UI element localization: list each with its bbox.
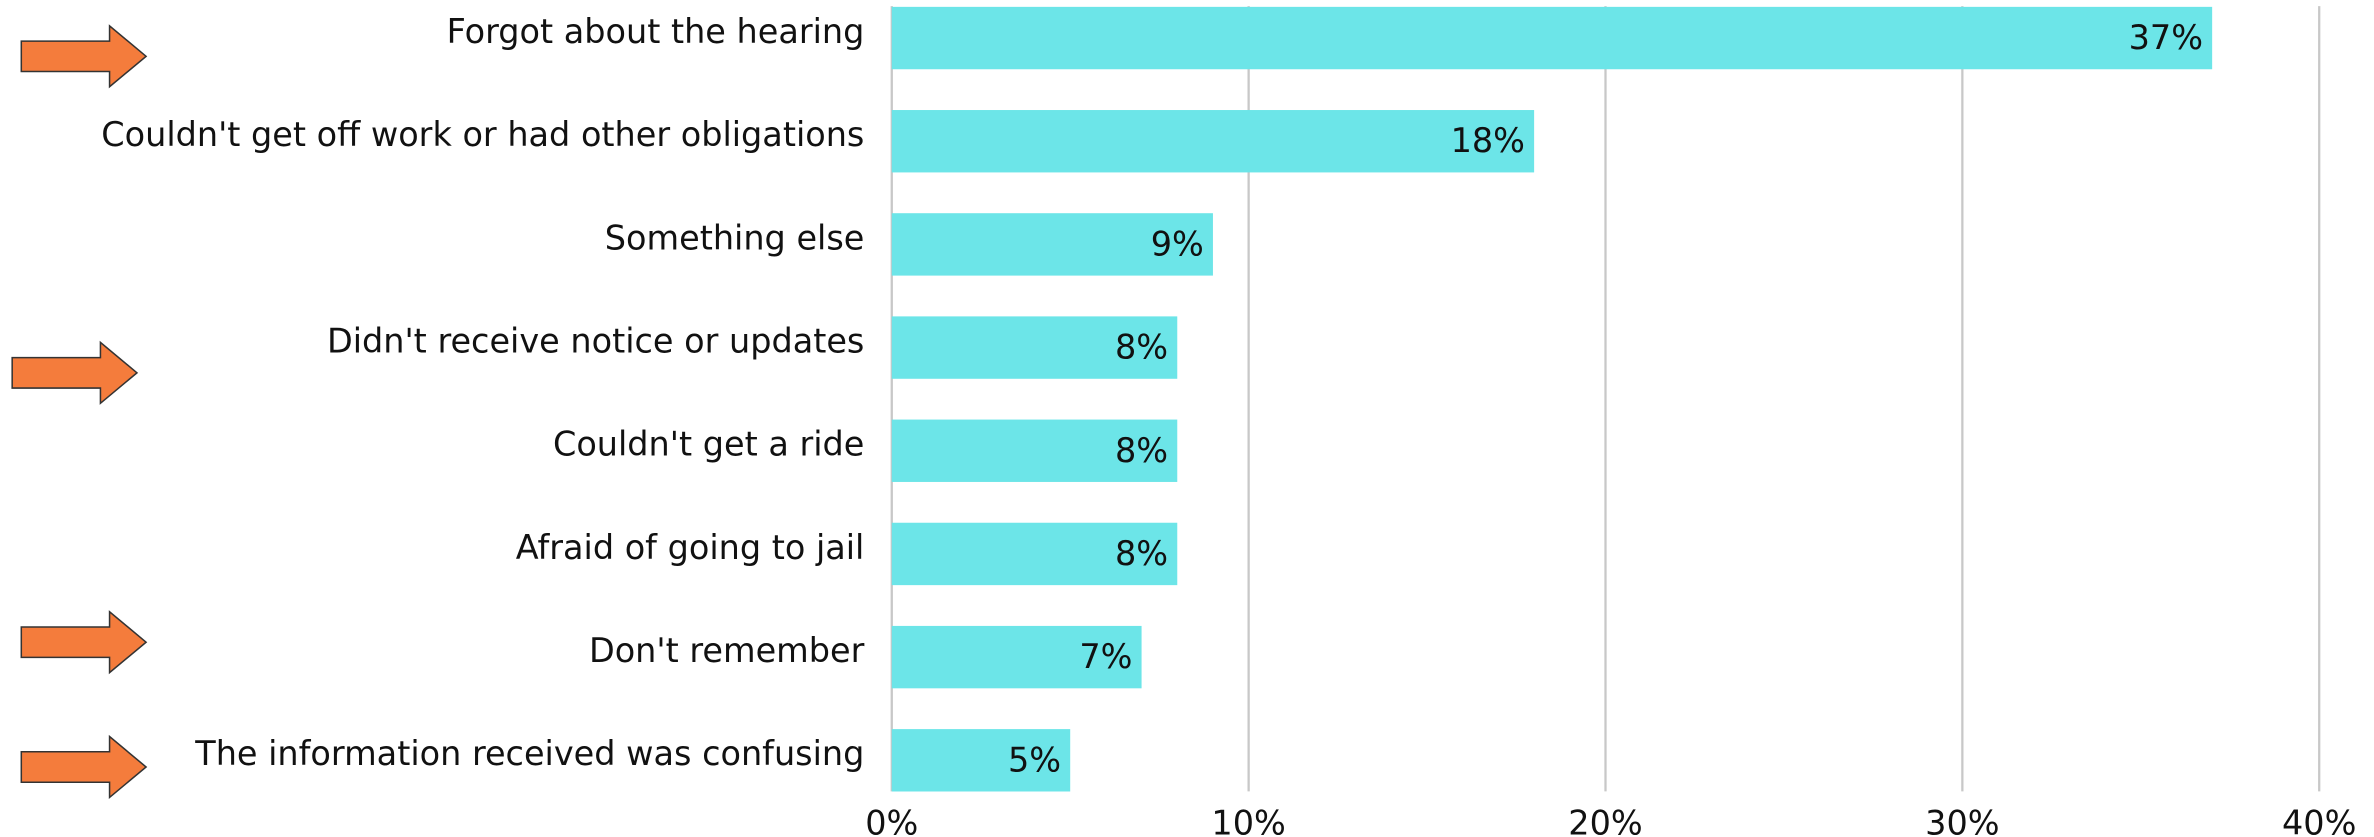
x-tick-label: 10% — [1211, 803, 1285, 837]
data-label: 8% — [1115, 534, 1168, 573]
bar — [891, 729, 1071, 792]
y-tick-label: Something else — [605, 218, 865, 257]
data-label: 9% — [1151, 224, 1204, 263]
data-label: 5% — [1008, 740, 1061, 779]
bar — [891, 6, 2213, 70]
y-tick-label: Didn't receive notice or updates — [327, 322, 864, 361]
data-label: 37% — [2129, 18, 2203, 57]
bar — [891, 110, 1535, 173]
arrow — [20, 734, 148, 800]
x-tick-label: 0% — [865, 803, 918, 837]
data-label: 8% — [1115, 328, 1168, 367]
bar — [891, 522, 1178, 586]
bar — [891, 419, 1178, 482]
bar — [891, 213, 1213, 276]
y-tick-label: Afraid of going to jail — [516, 528, 865, 567]
arrow — [11, 340, 139, 405]
y-tick-label: Couldn't get off work or had other oblig… — [101, 115, 864, 154]
data-label: 8% — [1115, 431, 1168, 470]
bar — [891, 625, 1142, 689]
data-label: 18% — [1451, 121, 1525, 160]
y-tick-label: Don't remember — [589, 631, 865, 670]
x-tick-label: 40% — [2282, 803, 2356, 837]
x-tick-label: 30% — [1925, 803, 1999, 837]
y-tick-label: Forgot about the hearing — [447, 12, 865, 51]
bar — [891, 316, 1178, 379]
x-tick-label: 20% — [1568, 803, 1642, 837]
arrow — [20, 610, 148, 675]
arrow — [20, 24, 148, 89]
data-label: 7% — [1079, 637, 1132, 676]
y-tick-label: The information received was confusing — [194, 734, 864, 773]
y-tick-label: Couldn't get a ride — [553, 425, 864, 464]
